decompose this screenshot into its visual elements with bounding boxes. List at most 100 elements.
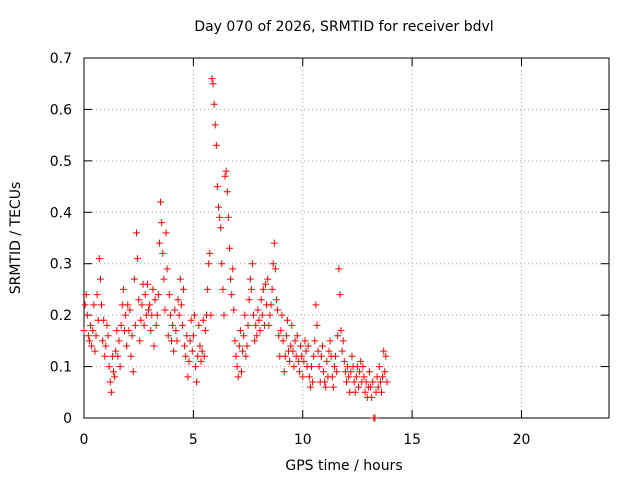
data-point — [183, 332, 191, 340]
data-point — [81, 301, 89, 309]
data-point — [345, 373, 353, 381]
data-point — [277, 327, 285, 335]
data-point — [362, 378, 370, 386]
data-point — [162, 229, 170, 237]
data-point — [228, 291, 236, 299]
data-point — [312, 301, 320, 309]
data-point — [270, 239, 278, 247]
data-point — [189, 332, 197, 340]
data-point — [128, 332, 136, 340]
data-point — [339, 337, 347, 345]
data-point — [217, 224, 225, 232]
data-point — [246, 275, 254, 283]
data-point — [374, 383, 382, 391]
y-tick-label: 0.1 — [50, 360, 72, 376]
data-point — [147, 327, 155, 335]
data-point — [190, 311, 198, 319]
data-point — [174, 296, 182, 304]
data-point — [280, 368, 288, 376]
data-point — [290, 363, 298, 371]
data-point — [329, 383, 337, 391]
data-point — [102, 342, 110, 350]
x-tick-label: 15 — [403, 432, 421, 448]
data-point — [198, 347, 206, 355]
data-point — [371, 414, 379, 422]
data-point — [376, 378, 384, 386]
data-point — [114, 352, 122, 360]
data-point — [216, 213, 224, 221]
data-point — [256, 327, 264, 335]
chart-title: Day 070 of 2026, SRMTID for receiver bdv… — [194, 19, 493, 35]
data-point — [281, 352, 289, 360]
data-point — [288, 321, 296, 329]
data-point — [195, 321, 203, 329]
data-point — [199, 316, 207, 324]
data-point — [322, 383, 330, 391]
data-point — [182, 352, 190, 360]
data-point — [299, 373, 307, 381]
data-point — [233, 363, 241, 371]
data-point — [343, 378, 350, 386]
data-point — [257, 296, 265, 304]
data-point — [159, 249, 167, 257]
data-point — [348, 352, 356, 360]
data-point — [84, 332, 92, 340]
data-point — [220, 311, 228, 319]
data-point — [115, 337, 123, 345]
data-point — [267, 301, 275, 309]
x-tick-label: 5 — [189, 432, 198, 448]
data-point — [196, 342, 204, 350]
data-point — [152, 321, 160, 329]
data-point — [382, 352, 390, 360]
data-point — [219, 285, 227, 293]
data-point — [100, 316, 108, 324]
data-point — [291, 337, 299, 345]
data-point — [278, 311, 286, 319]
data-point — [92, 332, 100, 340]
data-point — [171, 306, 179, 314]
data-point — [193, 378, 201, 386]
data-point — [194, 352, 202, 360]
data-point — [305, 373, 313, 381]
data-point — [245, 296, 253, 304]
data-point — [306, 383, 314, 391]
data-point — [123, 342, 131, 350]
data-point — [357, 357, 365, 365]
data-point — [310, 352, 318, 360]
data-point — [209, 80, 217, 88]
y-tick-label: 0 — [63, 411, 72, 427]
data-point — [265, 321, 273, 329]
data-point — [244, 321, 252, 329]
data-point — [239, 347, 247, 355]
data-point — [380, 347, 388, 355]
data-point — [313, 321, 321, 329]
data-point — [105, 363, 113, 371]
data-point — [212, 141, 220, 149]
data-point — [381, 368, 389, 376]
data-point — [251, 337, 259, 345]
data-point — [188, 347, 196, 355]
data-point — [181, 342, 189, 350]
plot-area-frame — [83, 57, 610, 419]
data-point — [247, 285, 255, 293]
data-point — [336, 291, 344, 299]
data-point — [93, 291, 101, 299]
data-point — [254, 306, 262, 314]
data-point — [242, 352, 250, 360]
data-point — [113, 327, 121, 335]
data-point — [111, 373, 119, 381]
data-point — [145, 306, 153, 314]
data-point — [320, 368, 328, 376]
data-point — [360, 373, 368, 381]
data-point — [131, 321, 139, 329]
axis-ticks: 0 0.1 0.2 0.3 0.4 0.5 0.6 0.7 0 5 10 15 20 — [50, 51, 609, 448]
data-point — [116, 363, 124, 371]
data-point — [301, 337, 309, 345]
data-point — [350, 378, 358, 386]
data-point — [295, 368, 303, 376]
data-point — [269, 260, 277, 268]
data-point — [262, 280, 270, 288]
data-point — [311, 337, 319, 345]
data-point — [328, 373, 336, 381]
data-point — [169, 321, 177, 329]
